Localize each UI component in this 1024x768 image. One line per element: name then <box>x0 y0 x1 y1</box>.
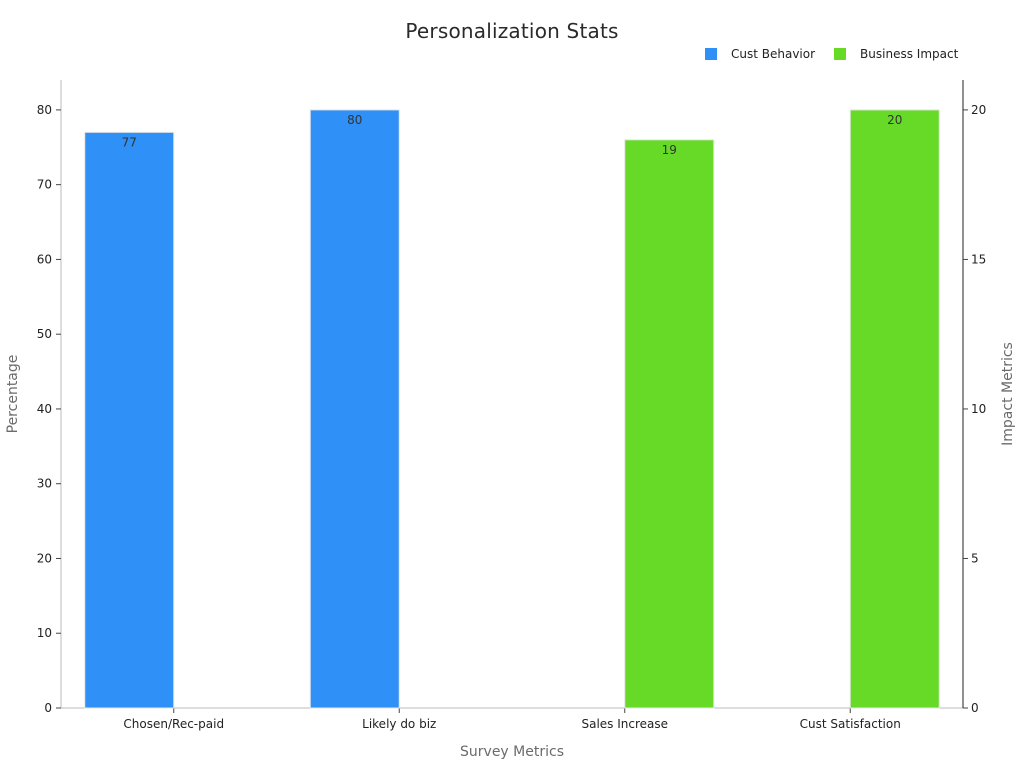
legend-label-cust-behavior: Cust Behavior <box>731 47 816 61</box>
y-tick-label: 0 <box>44 701 52 715</box>
x-tick-label: Chosen/Rec-paid <box>123 717 224 731</box>
y2-tick-label: 5 <box>971 551 979 565</box>
data-label: 19 <box>662 143 677 157</box>
legend-item-business-impact[interactable]: Business Impact <box>834 47 958 61</box>
y2-tick-label: 20 <box>971 103 986 117</box>
axes-layer: 0 10 20 30 40 50 60 70 80 0 5 10 15 20 Chosen/Rec-paid… <box>37 80 986 731</box>
y2-tick-label: 0 <box>971 701 979 715</box>
x-tick-label: Sales Increase <box>581 717 668 731</box>
y2-tick-label: 10 <box>971 402 986 416</box>
legend-label-business-impact: Business Impact <box>860 47 959 61</box>
y-tick-label: 80 <box>37 103 52 117</box>
y-tick-label: 10 <box>37 626 52 640</box>
bars-layer <box>84 109 940 709</box>
y-axis-title: Percentage <box>5 355 21 434</box>
legend-swatch-cust-behavior <box>705 48 717 60</box>
bar-cust-behavior <box>309 109 400 709</box>
bar-business-impact <box>624 139 715 709</box>
y-tick-label: 40 <box>37 402 52 416</box>
y2-axis-title: Impact Metrics <box>1000 342 1016 446</box>
legend: Cust Behavior Business Impact <box>705 45 977 63</box>
y-tick-label: 20 <box>37 551 52 565</box>
x-tick-label: Cust Satisfaction <box>800 717 901 731</box>
legend-item-cust-behavior[interactable]: Cust Behavior <box>705 47 815 61</box>
data-label: 77 <box>122 135 137 149</box>
labels-layer: 77 80 19 20 <box>122 113 903 157</box>
y-tick-label: 30 <box>37 477 52 491</box>
data-label: 20 <box>887 113 902 127</box>
bar-cust-behavior <box>84 131 175 709</box>
x-axis-title: Survey Metrics <box>460 744 564 760</box>
y2-tick-label: 15 <box>971 252 986 266</box>
bar-business-impact <box>849 109 940 709</box>
y-tick-label: 70 <box>37 178 52 192</box>
legend-swatch-business-impact <box>834 48 847 60</box>
y-tick-label: 50 <box>37 327 52 341</box>
data-label: 80 <box>347 113 362 127</box>
chart-title: Personalization Stats <box>405 19 619 43</box>
y-tick-label: 60 <box>37 252 52 266</box>
x-tick-label: Likely do biz <box>362 717 436 731</box>
